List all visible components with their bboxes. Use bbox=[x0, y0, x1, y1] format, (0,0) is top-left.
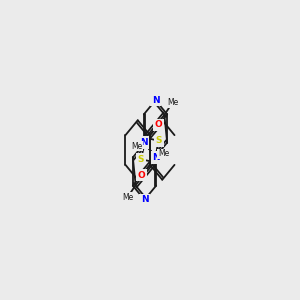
Text: N: N bbox=[141, 195, 148, 204]
Text: Me: Me bbox=[122, 193, 133, 202]
Text: N: N bbox=[152, 153, 160, 162]
Text: S: S bbox=[138, 155, 144, 164]
Text: O: O bbox=[137, 171, 145, 180]
Text: Me: Me bbox=[158, 149, 169, 158]
Text: O: O bbox=[155, 120, 163, 129]
Text: N: N bbox=[140, 138, 148, 147]
Text: N: N bbox=[152, 96, 159, 105]
Text: Me: Me bbox=[167, 98, 178, 107]
Text: S: S bbox=[156, 136, 162, 145]
Text: Me: Me bbox=[131, 142, 142, 151]
